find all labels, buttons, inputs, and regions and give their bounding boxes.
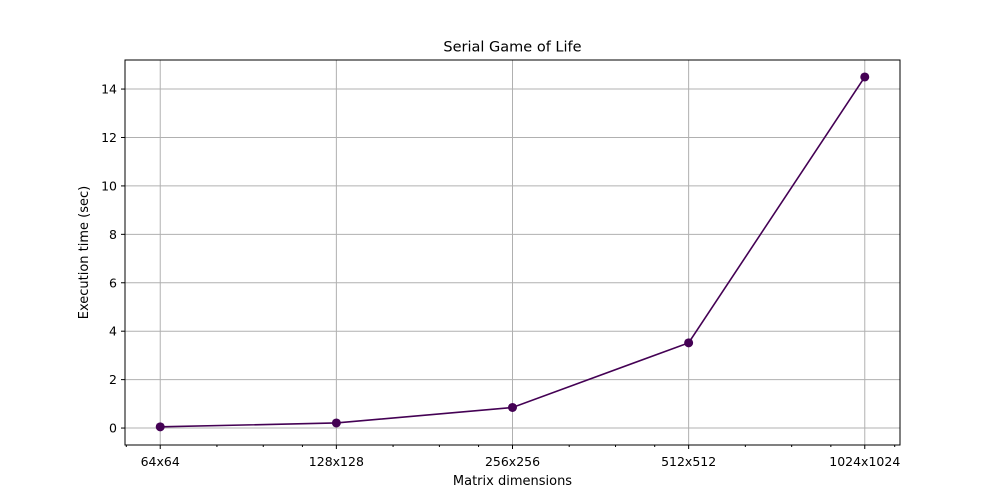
x-tick-label: 1024x1024 [829, 454, 900, 469]
x-tick-label: 512x512 [661, 454, 716, 469]
chart-title: Serial Game of Life [443, 40, 581, 56]
x-tick-label: 64x64 [141, 454, 180, 469]
x-tick-label: 256x256 [485, 454, 540, 469]
y-tick-label: 14 [101, 82, 117, 97]
x-tick-label: 128x128 [309, 454, 364, 469]
y-tick-label: 6 [109, 275, 117, 290]
data-point-256x256 [508, 402, 517, 412]
y-tick-label: 12 [101, 130, 117, 145]
series-execution-time [155, 72, 870, 432]
x-axis-label: Matrix dimensions [453, 474, 572, 489]
data-point-1024x1024 [860, 72, 870, 82]
y-tick-label: 10 [101, 178, 117, 193]
y-tick-label: 8 [109, 227, 117, 242]
data-point-128x128 [331, 418, 341, 428]
grid [125, 60, 900, 445]
axis-ticks: 64x64 128x128 256x256 512x512 1024x1024 0 2 4 6 8… [101, 82, 900, 469]
data-point-512x512 [684, 338, 694, 348]
y-tick-label: 0 [109, 421, 117, 436]
y-axis-label: Execution time (sec) [77, 186, 92, 320]
data-point-64x64 [155, 422, 165, 432]
y-tick-label: 2 [109, 372, 117, 387]
y-tick-label: 4 [109, 324, 117, 339]
